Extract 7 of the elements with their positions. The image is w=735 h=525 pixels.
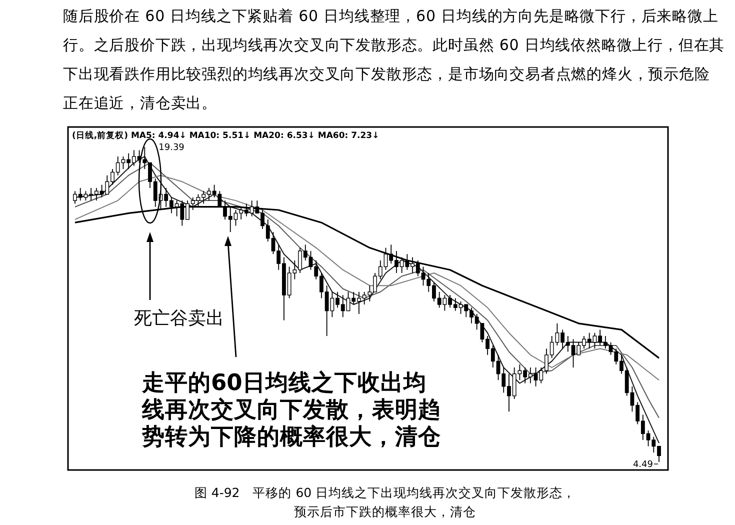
text: 图 4-92 平移的 60 日均线之下出现均线再次交叉向下发散形态，预示后市下跌的概率很大，清仓 xyxy=(194,485,576,519)
text: (日线,前复权) MA5: 4.94↓ MA10: 5.51↓ MA20: 6.53↓ MA60: 7.23↓ xyxy=(72,130,380,141)
annotation: 19.39 xyxy=(158,143,185,153)
annotation: 4.49 xyxy=(632,460,654,470)
annotation: 走平的60日均线之下收出均线再次交叉向下发散，表明趋势转为下降的概率很大，清仓 xyxy=(141,369,441,450)
annotation: 死亡谷卖出 xyxy=(134,308,224,329)
text: 随后股价在 60 日均线之下紧贴着 60 日均线整理，60 日均线的方向先是略微下行，后来略微上行。之后股价下跌，出现均线再次交叉向下发散形态。此时虽然 60 日均线依然略微上行，但在其下出现看跌作用比较强烈的均线再次交叉向下发散形态，是市场向交易者点燃的烽火，预示危险正在追近，清仓卖出。 xyxy=(63,7,725,112)
